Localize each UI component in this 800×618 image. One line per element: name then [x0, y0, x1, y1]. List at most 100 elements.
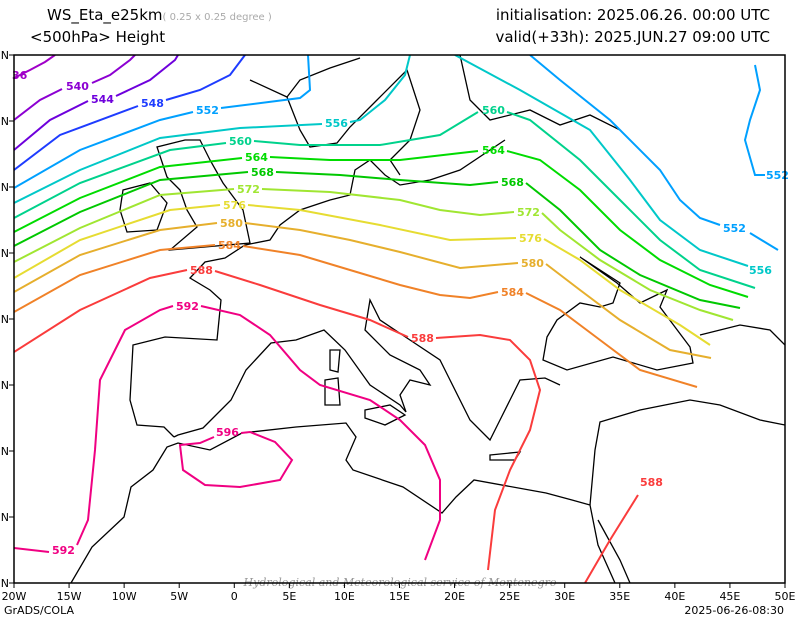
coast-iberia-atlantic	[129, 139, 506, 438]
lat-tick-label: 40N	[0, 379, 9, 392]
coast-norway-north	[286, 57, 361, 98]
contour-560	[253, 111, 479, 146]
contour-568	[14, 171, 249, 247]
label-588-southeast: 588	[640, 476, 663, 489]
label-560-west: 560	[229, 135, 252, 148]
valid-time: valid(+33h): 2025.JUN.27 09:00 UTC	[495, 28, 770, 46]
lat-tick-label: 30N	[0, 511, 9, 524]
contour-552-far-east	[743, 64, 765, 176]
label-556-east: 556	[749, 264, 772, 277]
lat-tick-label: 60N	[0, 115, 9, 128]
contour-552-east	[529, 55, 721, 226]
contour-580	[545, 263, 712, 359]
label-568-east: 568	[501, 176, 524, 189]
label-536: 36	[12, 69, 28, 82]
contour-568	[525, 182, 741, 309]
label-596: 596	[216, 426, 239, 439]
contour-584	[242, 245, 499, 300]
contour-540	[91, 55, 136, 84]
lon-tick-label: 5W	[170, 590, 188, 603]
sicily	[364, 404, 407, 426]
lon-tick-label: 10W	[112, 590, 137, 603]
contour-568	[275, 171, 499, 187]
contour-564	[506, 150, 749, 298]
contour-556-east	[454, 55, 749, 267]
contour-552-east	[749, 232, 779, 251]
contour-576	[543, 238, 711, 346]
sardinia	[324, 377, 341, 406]
label-552-far-east: 552	[766, 169, 789, 182]
contour-548	[14, 105, 139, 171]
contour-544	[115, 55, 179, 97]
lon-tick-label: 50E	[775, 590, 796, 603]
resolution: ( 0.25 x 0.25 degree )	[162, 12, 272, 23]
footer-right: 2025-06-26-08:30	[684, 604, 784, 617]
latitude-axis: 65N 60N 55N 50N 45N 40N 35N 30N 25N	[0, 49, 14, 590]
label-592-north: 592	[176, 300, 199, 313]
label-564-east: 564	[482, 144, 505, 157]
lon-tick-label: 45E	[719, 590, 740, 603]
height-contours	[14, 55, 779, 583]
lat-tick-label: 55N	[0, 181, 9, 194]
label-548: 548	[141, 97, 164, 110]
label-580-east: 580	[521, 257, 544, 270]
contour-588	[214, 270, 409, 338]
model-title: WS_Eta_e25km( 0.25 x 0.25 degree )	[47, 6, 272, 24]
contour-596	[178, 430, 294, 489]
lat-tick-label: 35N	[0, 445, 9, 458]
footer-left: GrADS/COLA	[4, 604, 74, 617]
lon-tick-label: 0	[231, 590, 238, 603]
contour-584	[14, 244, 216, 313]
coast-levant-turkey	[589, 399, 785, 506]
lon-tick-label: 35E	[609, 590, 630, 603]
label-552-east: 552	[723, 222, 746, 235]
label-552: 552	[196, 104, 219, 117]
lon-tick-label: 15E	[389, 590, 410, 603]
label-588-adriatic: 588	[411, 332, 434, 345]
contour-592	[200, 305, 441, 561]
contour-580	[244, 222, 519, 270]
coast-caspian	[699, 324, 785, 346]
lon-tick-label: 20W	[2, 590, 27, 603]
label-564-west: 564	[245, 151, 268, 164]
lon-tick-label: 40E	[664, 590, 685, 603]
contour-580	[14, 222, 218, 293]
coast-north-africa	[70, 422, 616, 583]
contour-576	[247, 204, 517, 242]
contour-560	[14, 142, 227, 219]
contour-592	[14, 547, 50, 553]
contour-560	[506, 111, 756, 289]
contour-572	[14, 188, 235, 263]
corsica	[329, 349, 341, 373]
label-576-west: 576	[223, 199, 246, 212]
longitude-axis: 20W 15W 10W 5W 0 5E 10E 15E 20E 25E 30E 35E 40E 45E 50…	[2, 583, 796, 603]
contour-588	[435, 333, 542, 571]
contour-552	[220, 55, 312, 109]
lon-tick-label: 15W	[57, 590, 82, 603]
contour-572	[541, 212, 734, 321]
label-568-west: 568	[251, 166, 274, 179]
label-540: 540	[66, 80, 89, 93]
contour-572	[261, 188, 515, 217]
label-584-east: 584	[501, 286, 524, 299]
label-560-east: 560	[482, 104, 505, 117]
label-592-south: 592	[52, 544, 75, 557]
label-588-west: 588	[190, 264, 213, 277]
great-britain	[156, 139, 251, 251]
contour-564	[269, 150, 479, 161]
lat-tick-label: 45N	[0, 313, 9, 326]
contour-552	[14, 111, 194, 189]
contour-588-southeast	[584, 494, 639, 583]
label-572-west: 572	[237, 183, 260, 196]
model-name: WS_Eta_e25km	[47, 6, 163, 24]
label-544: 544	[91, 93, 114, 106]
contour-584	[525, 292, 698, 388]
contour-576	[14, 204, 221, 279]
contour-556	[14, 123, 323, 204]
contour-564	[14, 157, 243, 233]
coastlines	[70, 55, 785, 583]
lat-tick-label: 25N	[0, 577, 9, 590]
lon-tick-label: 20E	[444, 590, 465, 603]
coast-red-sea	[597, 519, 631, 583]
